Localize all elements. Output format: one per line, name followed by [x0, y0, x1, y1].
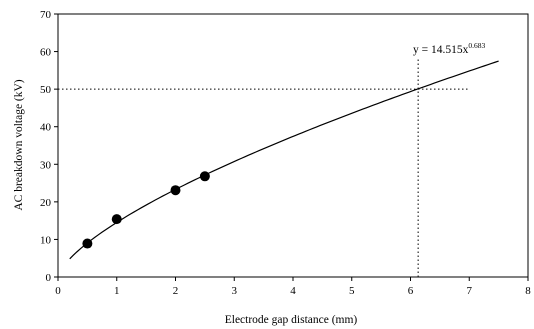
- trendline-equation-exponent: 0.683: [468, 41, 485, 50]
- y-axis-title: AC breakdown voltage (kV): [13, 79, 25, 210]
- y-tick-label: 50: [40, 84, 52, 96]
- y-tick-label: 30: [40, 159, 52, 171]
- data-point: [170, 185, 181, 196]
- y-tick-labels: 0 10 20 30 40 50 60 70: [40, 9, 52, 284]
- x-tick-label: 7: [467, 285, 473, 297]
- tick-marks: [54, 13, 529, 281]
- x-tick-label: 8: [525, 285, 531, 297]
- x-tick-label: 1: [114, 285, 120, 297]
- x-axis-title: Electrode gap distance (mm): [225, 314, 358, 326]
- x-tick-labels: 0 1 2 3 4 5 6 7 8: [55, 285, 531, 297]
- y-tick-label: 70: [40, 9, 52, 21]
- trendline-equation: y = 14.515x0.683: [413, 41, 486, 56]
- data-points: [82, 171, 210, 249]
- x-tick-label: 0: [55, 285, 61, 297]
- x-tick-label: 5: [349, 285, 355, 297]
- y-tick-label: 0: [46, 272, 52, 284]
- y-tick-label: 10: [40, 234, 52, 246]
- x-tick-label: 3: [232, 285, 238, 297]
- data-point: [111, 214, 122, 225]
- y-tick-label: 40: [40, 122, 52, 134]
- trendline-equation-main: y = 14.515x: [413, 44, 469, 56]
- y-tick-label: 60: [40, 47, 52, 59]
- trendline: [69, 60, 499, 260]
- y-tick-label: 20: [40, 197, 52, 209]
- trendline-curve: [69, 60, 499, 260]
- data-point: [199, 171, 210, 182]
- x-tick-label: 2: [173, 285, 179, 297]
- data-point: [82, 238, 93, 249]
- x-tick-label: 6: [408, 285, 414, 297]
- reference-lines: [58, 57, 470, 277]
- x-tick-label: 4: [290, 285, 296, 297]
